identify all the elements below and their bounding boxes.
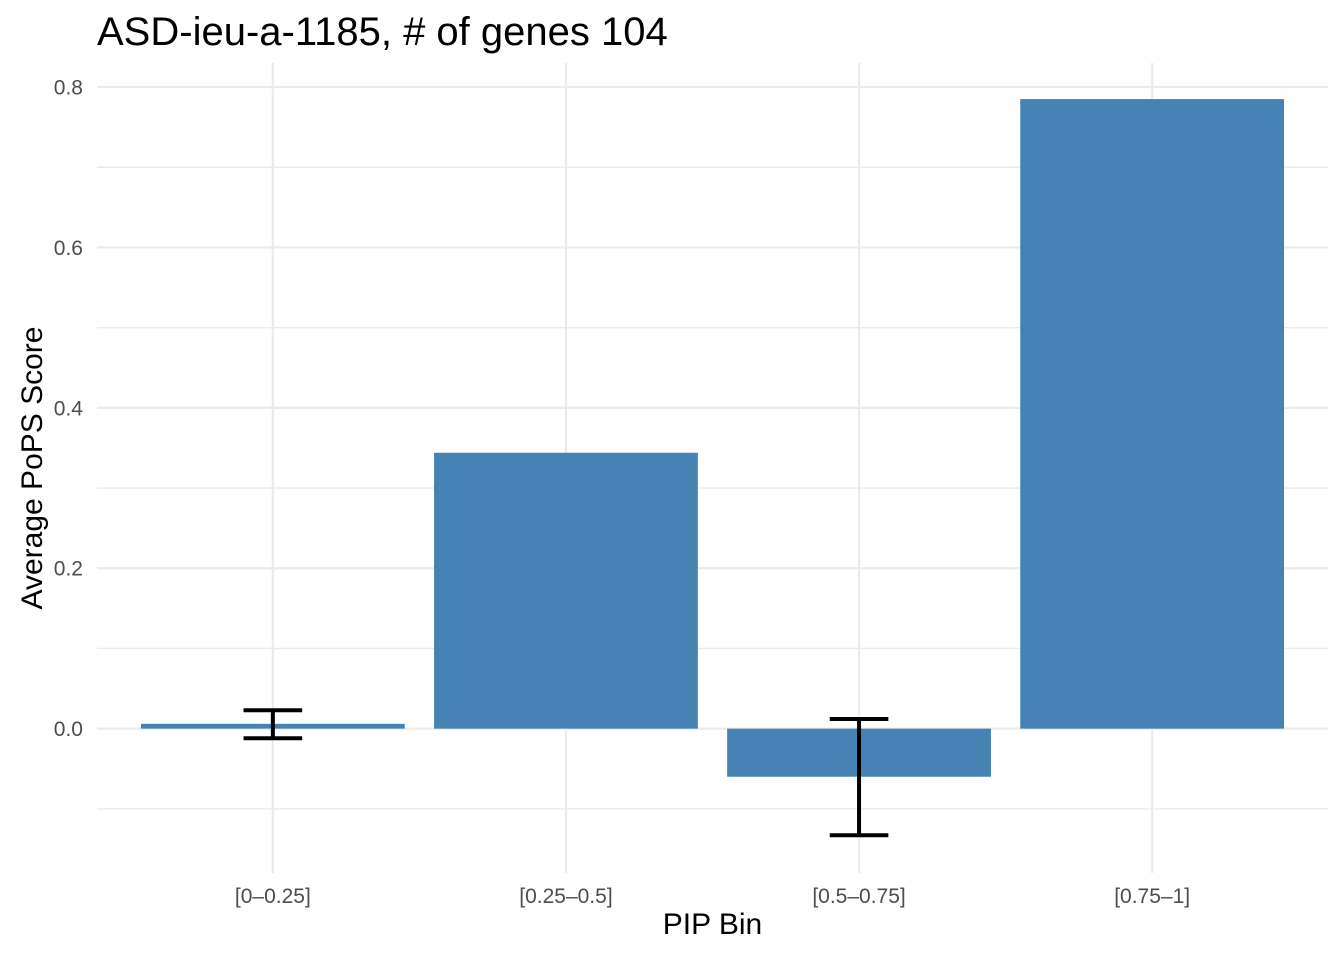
y-tick-label: 0.0: [54, 718, 83, 741]
x-axis-title: PIP Bin: [662, 908, 763, 941]
y-tick-label: 0.4: [54, 397, 84, 420]
x-tick-label: [0.5–0.75]: [812, 885, 905, 908]
y-axis-title: Average PoPS Score: [16, 326, 49, 610]
x-tick-label: [0–0.25]: [235, 885, 311, 908]
y-tick-label: 0.8: [54, 77, 83, 100]
bar: [434, 452, 698, 729]
x-tick-label: [0.25–0.5]: [519, 885, 612, 908]
y-tick-label: 0.2: [54, 558, 83, 581]
x-tick-label: [0.75–1]: [1114, 885, 1190, 908]
bar: [1020, 99, 1285, 729]
chart-title: ASD-ieu-a-1185, # of genes 104: [97, 10, 668, 54]
y-tick-label: 0.6: [54, 237, 83, 260]
